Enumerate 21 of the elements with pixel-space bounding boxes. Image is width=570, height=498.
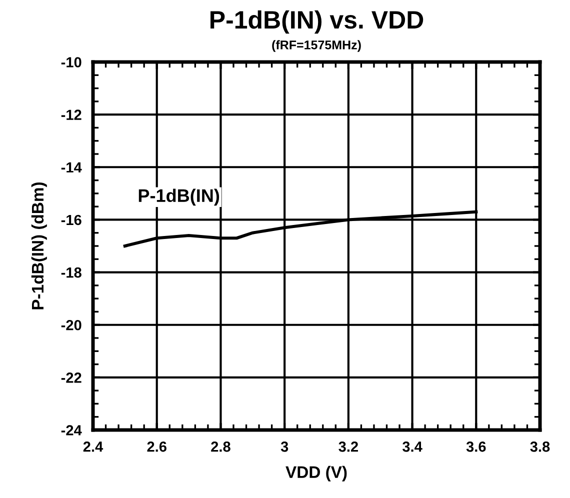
chart-title: P-1dB(IN) vs. VDD (210, 10, 424, 34)
y-tick-label: -14 (61, 162, 82, 172)
x-tick-label: 2.8 (211, 441, 230, 452)
y-tick-label: -10 (61, 57, 82, 68)
x-tick-label: 2.6 (147, 441, 166, 452)
y-tick-label: -12 (61, 110, 82, 120)
x-tick-label: 3.2 (338, 441, 358, 452)
y-tick-label: -22 (61, 372, 82, 383)
x-tick-label: 3 (280, 441, 288, 452)
x-axis-title: VDD (V) (286, 466, 347, 482)
series-label: P-1dB(IN) (138, 188, 220, 206)
x-tick-label: 3.8 (530, 441, 550, 452)
y-axis-title: P-1dB(IN) (dBm) (31, 182, 47, 310)
chart-subtitle: (fRF=1575MHz) (272, 40, 361, 52)
y-tick-label: -18 (61, 267, 82, 278)
x-tick-label: 3.4 (402, 441, 422, 452)
x-tick-label: 2.4 (83, 441, 104, 452)
y-tick-label: -20 (61, 320, 82, 330)
y-tick-label: -16 (61, 214, 82, 226)
x-tick-label: 3.6 (466, 441, 486, 452)
y-tick-label: -24 (61, 425, 82, 436)
